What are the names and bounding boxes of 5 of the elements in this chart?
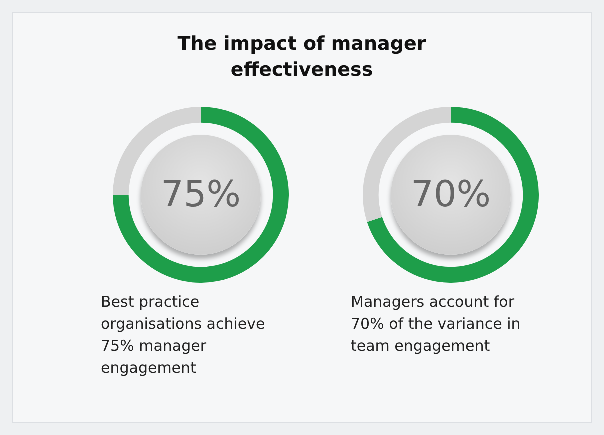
text: Managers account for 70% of the variance in team engagement	[351, 292, 522, 357]
chart-title: The impact of manager effectiveness	[176, 32, 428, 83]
data-label: 75%	[160, 174, 242, 216]
text: Best practice organisations achieve 75% manager engagement	[101, 292, 266, 379]
data-label: 70%	[410, 174, 492, 216]
